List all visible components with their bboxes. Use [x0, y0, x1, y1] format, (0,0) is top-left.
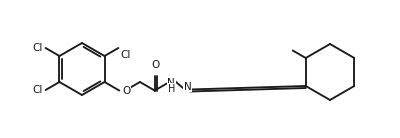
Text: N: N	[167, 78, 175, 87]
Text: Cl: Cl	[32, 43, 43, 53]
Text: Cl: Cl	[32, 85, 43, 95]
Text: N: N	[184, 82, 192, 91]
Text: O: O	[152, 60, 160, 71]
Text: O: O	[122, 86, 130, 95]
Text: Cl: Cl	[120, 50, 131, 60]
Text: H: H	[168, 83, 175, 94]
